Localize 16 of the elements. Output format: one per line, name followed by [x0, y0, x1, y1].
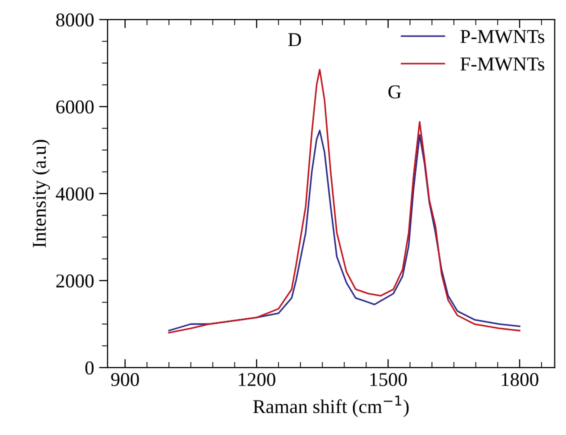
legend-label: F-MWNTs — [460, 58, 544, 71]
annotation: G — [388, 85, 402, 98]
annotation: D — [288, 33, 301, 46]
line-series — [168, 130, 520, 332]
legend-label: P-MWNTs — [460, 30, 544, 44]
x-tick-label: 900 — [111, 373, 139, 386]
x-tick-label: 1200 — [238, 373, 276, 386]
y-axis-title: Intensity (a.u) — [32, 140, 50, 248]
y-tick-label: 6000 — [56, 100, 94, 114]
y-tick-label: 4000 — [56, 187, 94, 201]
x-axis-title: Raman shift (cm$^{−1}$) — [253, 396, 409, 418]
y-tick-label: 8000 — [56, 13, 94, 27]
x-tick-label: 1500 — [370, 373, 407, 386]
y-tick-label: 0 — [85, 361, 94, 375]
y-tick-label: 2000 — [56, 274, 94, 288]
x-tick-label: 1800 — [502, 373, 538, 386]
